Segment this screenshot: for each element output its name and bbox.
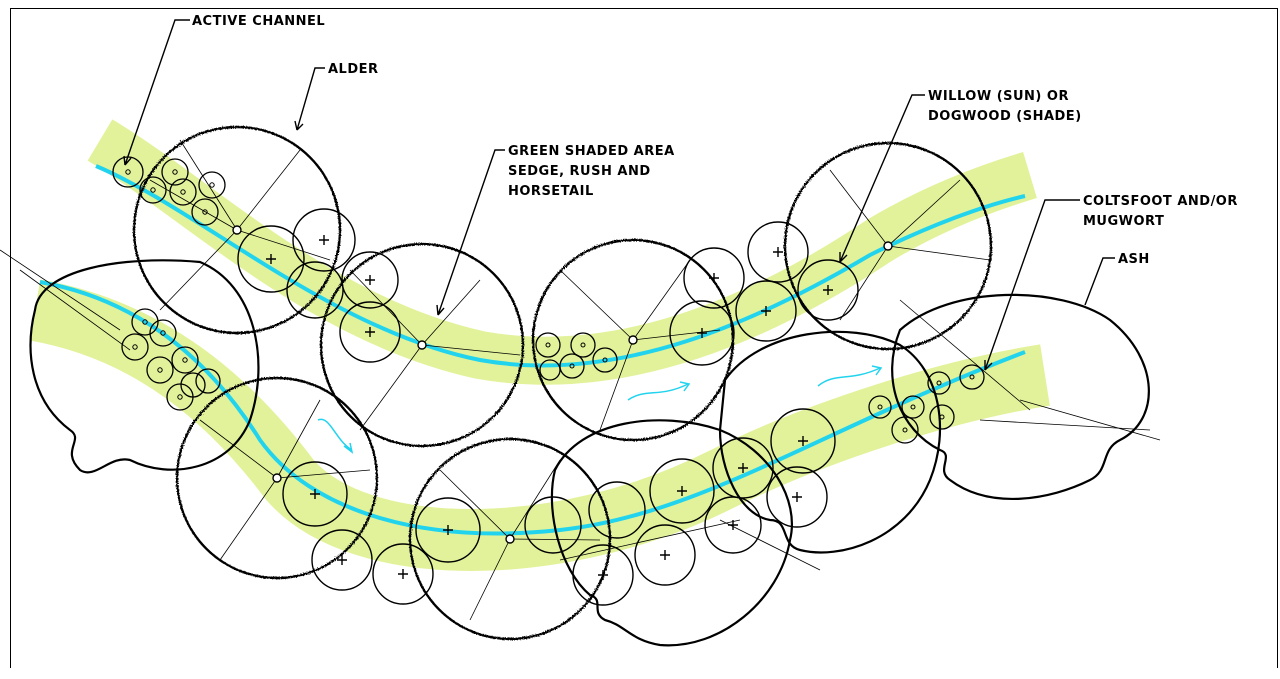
label-willow-line1: WILLOW (SUN) OR: [928, 89, 1069, 104]
label-coltsfoot-line1: COLTSFOOT AND/OR: [1083, 194, 1238, 209]
herb-clusters: [112, 156, 985, 444]
flow-arrows: [317, 365, 883, 454]
label-coltsfoot-line2: MUGWORT: [1083, 214, 1164, 229]
ash-trees: [29, 259, 1150, 647]
active-channel-lower: [39, 280, 1026, 536]
tree-spokes: [0, 139, 1161, 621]
active-channel-upper: [95, 164, 1026, 368]
tree-centres: [232, 225, 893, 544]
label-ash: ASH: [1118, 252, 1150, 267]
label-green-area-line1: GREEN SHADED AREA: [508, 144, 675, 159]
labels: ACTIVE CHANNEL ALDER GREEN SHADED AREA S…: [192, 14, 1238, 267]
drawing-frame: [10, 8, 1278, 668]
herb-dots: [125, 169, 975, 433]
alder-trees: [132, 125, 993, 641]
willow-dogwood-shrubs: [237, 208, 859, 606]
shrub-centres: [266, 235, 833, 580]
label-alder: ALDER: [328, 62, 379, 77]
label-green-area-line3: HORSETAIL: [508, 184, 594, 199]
label-active-channel: ACTIVE CHANNEL: [192, 14, 325, 29]
sedge-band-upper: [87, 119, 1037, 385]
label-green-area-line2: SEDGE, RUSH AND: [508, 164, 651, 179]
leader-lines: [123, 19, 1115, 371]
label-willow-line2: DOGWOOD (SHADE): [928, 109, 1082, 124]
